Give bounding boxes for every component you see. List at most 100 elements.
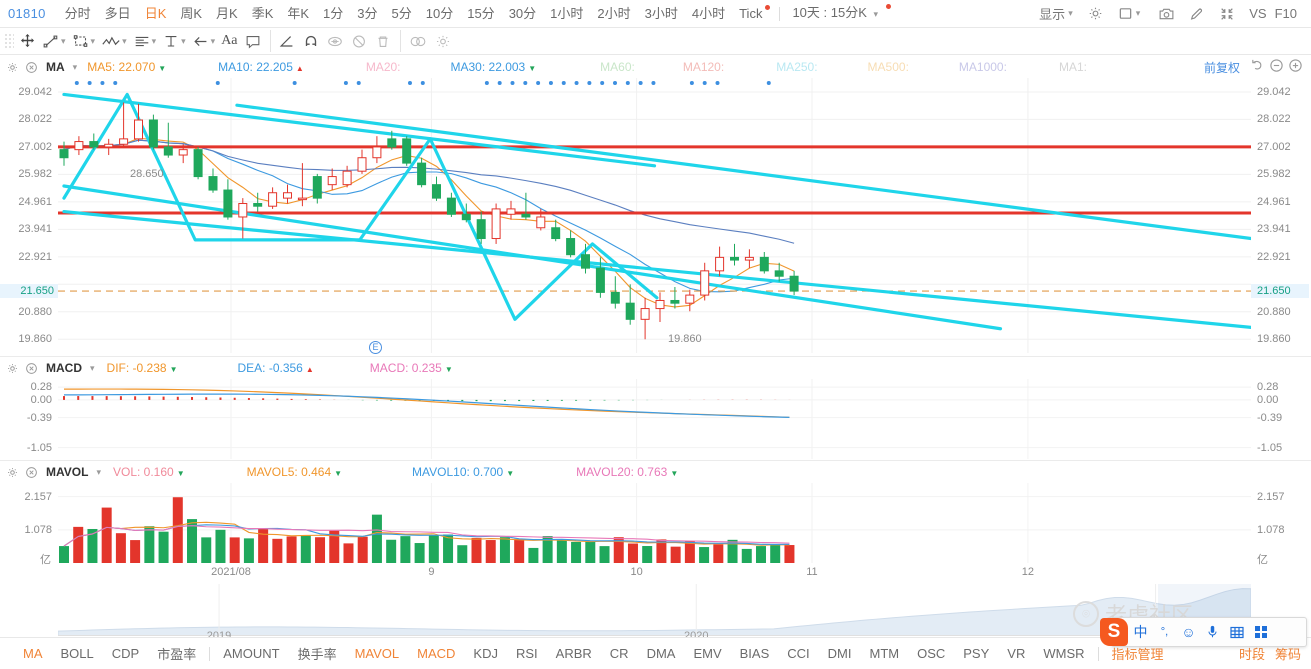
macd-plot[interactable] [58, 379, 1251, 459]
arrow-tool[interactable]: ▾ [189, 30, 219, 52]
period-13[interactable]: 1小时 [550, 5, 584, 21]
period-12[interactable]: 30分 [508, 5, 537, 21]
period-10[interactable]: 10分 [425, 5, 454, 21]
ma_panel-values-1[interactable]: MA10: 22.205 ▲ [218, 60, 304, 74]
mavol_panel-values-3[interactable]: MAVOL20: 0.763 ▼ [576, 465, 678, 479]
bottom-indicator-DMI[interactable]: DMI [827, 646, 852, 661]
bottom-indicator-CDP[interactable]: CDP [111, 646, 140, 661]
chevron-down-icon[interactable]: ▾ [90, 362, 95, 373]
ma_panel-values-6[interactable]: MA250: [776, 60, 817, 74]
macd_panel-values-2[interactable]: MACD: 0.235 ▼ [370, 361, 453, 375]
mavol-close-icon[interactable] [25, 466, 38, 479]
sync-tool[interactable] [399, 30, 431, 52]
undo-icon[interactable] [1250, 58, 1265, 76]
macd-close-icon[interactable] [25, 362, 38, 375]
magnet-tool[interactable] [299, 30, 323, 52]
pitchfork-tool[interactable]: ▾ [159, 30, 189, 52]
crosshair-move-tool[interactable] [16, 30, 39, 52]
ma_panel-values-5[interactable]: MA120: [683, 60, 724, 74]
ma-settings-icon[interactable] [6, 61, 19, 74]
ma-close-icon[interactable] [25, 61, 38, 74]
bottom-indicator-VR[interactable]: VR [1007, 646, 1026, 661]
hide-tool[interactable] [347, 30, 371, 52]
bottom-indicator-EMV[interactable]: EMV [693, 646, 722, 661]
trash-tool[interactable] [371, 30, 395, 52]
bottom-indicator-MTM[interactable]: MTM [869, 646, 900, 661]
ime-language-toggle[interactable]: 中 [1133, 624, 1148, 640]
mavol_panel-values-0[interactable]: VOL: 0.160 ▼ [113, 465, 185, 479]
draw-settings-tool[interactable] [431, 30, 455, 52]
lock-tool[interactable] [323, 30, 347, 52]
bottom-indicator-MA[interactable]: MA [23, 646, 43, 661]
ime-web-icon[interactable] [1225, 619, 1248, 645]
macd-settings-icon[interactable] [6, 362, 19, 375]
rectangle-tool[interactable]: ▾ [69, 30, 99, 52]
bottom-indicator-CR[interactable]: CR [609, 646, 629, 661]
wave-tool[interactable]: ▾ [98, 30, 130, 52]
comment-tool[interactable] [241, 30, 265, 52]
zoom-out-icon[interactable] [1269, 58, 1284, 76]
adjust-mode-button[interactable]: 前复权 [1203, 60, 1240, 75]
bottom-indicator-BOLL[interactable]: BOLL [60, 646, 94, 661]
period-4[interactable]: 月K [216, 5, 238, 21]
ma_panel-values-8[interactable]: MA1000: [959, 60, 1007, 74]
period-11[interactable]: 15分 [467, 5, 495, 21]
period-6[interactable]: 年K [287, 5, 310, 21]
macd_panel-values-0[interactable]: DIF: -0.238 ▼ [107, 361, 178, 375]
toolbar-grip[interactable] [4, 33, 14, 49]
ma_panel-values-9[interactable]: MA1: [1059, 60, 1087, 74]
bottom-indicator-WMSR[interactable]: WMSR [1043, 646, 1085, 661]
chevron-down-icon[interactable]: ▾ [72, 61, 78, 72]
period-9[interactable]: 5分 [391, 5, 412, 21]
angle-tool[interactable] [269, 30, 299, 52]
period-14[interactable]: 2小时 [597, 5, 631, 21]
vs-button[interactable]: VS [1249, 6, 1267, 21]
chips-button[interactable]: 筹码 [1274, 647, 1301, 662]
ma_panel-values-2[interactable]: MA20: [366, 60, 401, 74]
chevron-down-icon[interactable]: ▾ [96, 466, 101, 477]
bottom-indicator-换手率[interactable]: 换手率 [297, 647, 337, 662]
ime-emoji-icon[interactable]: ☺ [1181, 624, 1196, 640]
period-segment-button[interactable]: 时段 [1238, 647, 1265, 662]
bottom-indicator-CCI[interactable]: CCI [787, 646, 810, 661]
bottom-indicator-市盈率[interactable]: 市盈率 [157, 647, 197, 662]
camera-icon[interactable] [1148, 6, 1181, 22]
zoom-in-icon[interactable] [1288, 58, 1303, 76]
period-dropdown[interactable]: 10天 : 15分K ▾ [786, 0, 894, 28]
event-badge[interactable]: E [369, 341, 382, 354]
price-axis-left[interactable]: 29.042 28.022 27.002 25.982 24.961 23.941 22.9… [0, 78, 58, 353]
bottom-indicator-OSC[interactable]: OSC [917, 646, 946, 661]
ime-voice-icon[interactable] [1201, 619, 1224, 645]
ime-punctuation-icon[interactable]: °, [1160, 626, 1169, 638]
bottom-indicator-BIAS[interactable]: BIAS [739, 646, 770, 661]
period-2[interactable]: 日K [144, 5, 167, 21]
collapse-icon[interactable] [1213, 6, 1241, 22]
bottom-indicator-MAVOL[interactable]: MAVOL [354, 646, 400, 661]
mavol-settings-icon[interactable] [6, 466, 19, 479]
trendline-tool[interactable]: ▾ [39, 30, 69, 52]
period-0[interactable]: 分时 [64, 5, 91, 21]
bottom-indicator-KDJ[interactable]: KDJ [473, 646, 498, 661]
volume-plot[interactable] [58, 483, 1251, 563]
period-1[interactable]: 多日 [104, 5, 131, 21]
ime-toolbar[interactable]: S 中 °, ☺ [1100, 617, 1307, 647]
text-tool[interactable]: Aa [221, 33, 238, 48]
ma_panel-values-7[interactable]: MA500: [868, 60, 909, 74]
bottom-indicator-PSY[interactable]: PSY [963, 646, 990, 661]
period-3[interactable]: 周K [180, 5, 203, 21]
bottom-indicator-指标管理[interactable]: 指标管理 [1111, 647, 1164, 662]
macd_panel-values-1[interactable]: DEA: -0.356 ▲ [237, 361, 313, 375]
ime-toolbox-icon[interactable] [1249, 619, 1272, 645]
symbol-code[interactable]: 01810 [8, 6, 46, 21]
period-16[interactable]: 4小时 [691, 5, 726, 21]
price-plot[interactable] [58, 78, 1251, 353]
ma_panel-values-4[interactable]: MA60: [600, 60, 635, 74]
ma_panel-values-3[interactable]: MA30: 22.003 ▼ [451, 60, 537, 74]
layout-dropdown[interactable]: ▾ [1112, 6, 1147, 21]
bottom-indicator-DMA[interactable]: DMA [646, 646, 676, 661]
pencil-icon[interactable] [1183, 6, 1211, 22]
period-15[interactable]: 3小时 [644, 5, 678, 21]
gear-icon[interactable] [1081, 5, 1110, 22]
bottom-indicator-RSI[interactable]: RSI [515, 646, 538, 661]
mavol_panel-values-1[interactable]: MAVOL5: 0.464 ▼ [247, 465, 342, 479]
